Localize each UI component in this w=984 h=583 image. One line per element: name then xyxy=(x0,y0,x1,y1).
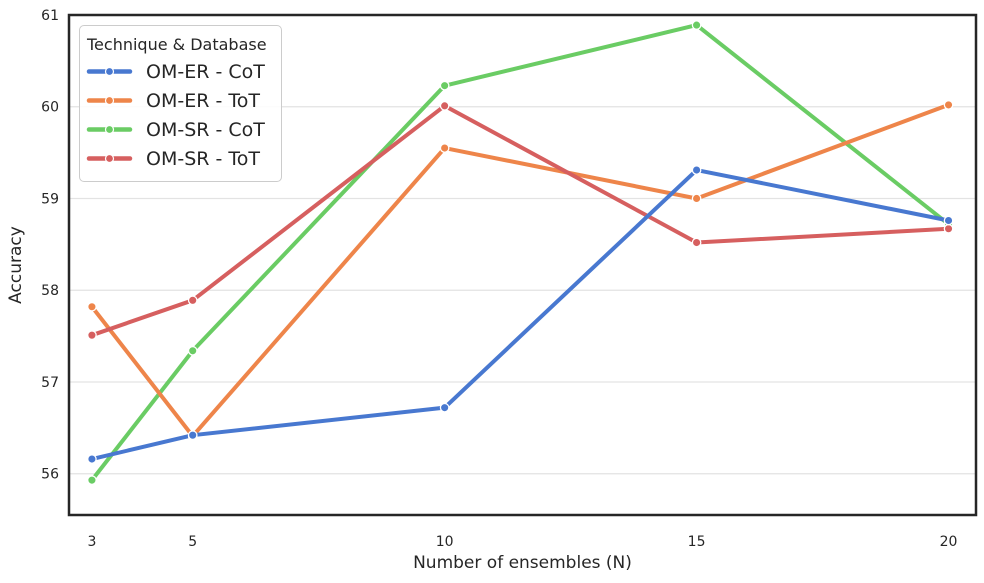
data-point-marker xyxy=(87,330,97,341)
series-line xyxy=(89,168,951,462)
data-point-marker xyxy=(187,430,198,441)
x-tick-label: 15 xyxy=(688,534,706,550)
legend-item: OM-SR - ToT xyxy=(85,144,269,173)
y-tick-label: 58 xyxy=(41,283,59,299)
y-tick-label: 61 xyxy=(41,8,59,24)
legend-item-label: OM-SR - CoT xyxy=(146,118,265,141)
y-tick-label: 57 xyxy=(41,375,59,391)
legend-item-label: OM-SR - ToT xyxy=(146,147,261,170)
legend-item-label: OM-ER - CoT xyxy=(146,60,265,83)
data-point-marker xyxy=(439,143,450,153)
data-point-marker xyxy=(87,301,97,312)
data-point-marker xyxy=(691,165,702,175)
data-point-marker xyxy=(439,402,450,413)
y-tick-label: 56 xyxy=(41,467,59,483)
legend-swatch-line-dot-icon xyxy=(86,95,133,106)
x-tick-label: 3 xyxy=(87,534,96,550)
legend-swatch-line-dot-icon xyxy=(86,153,133,164)
data-point-marker xyxy=(943,215,954,226)
legend-swatch-line-dot-icon xyxy=(86,66,133,77)
data-point-marker xyxy=(943,100,954,110)
data-point-marker xyxy=(691,193,702,204)
data-point-marker xyxy=(439,100,450,111)
y-tick-label: 59 xyxy=(41,191,59,207)
x-tick-label: 20 xyxy=(940,534,958,550)
legend-item: OM-ER - CoT xyxy=(85,57,269,86)
data-point-marker xyxy=(439,80,450,91)
data-point-marker xyxy=(87,475,97,485)
data-point-marker xyxy=(187,295,198,306)
x-tick-label: 10 xyxy=(436,534,454,550)
data-point-marker xyxy=(943,223,954,234)
x-tick-label: 5 xyxy=(188,534,197,550)
legend: Technique & Database OM-ER - CoT OM-ER -… xyxy=(79,25,282,182)
plot-frame xyxy=(67,13,978,517)
legend-title: Technique & Database xyxy=(87,35,267,54)
y-tick-label: 60 xyxy=(41,100,59,116)
legend-swatch-line-dot-icon xyxy=(86,124,133,135)
y-axis-label: Accuracy xyxy=(6,226,26,304)
data-point-marker xyxy=(187,345,198,356)
legend-item: OM-SR - CoT xyxy=(85,115,269,144)
legend-item: OM-ER - ToT xyxy=(85,86,269,115)
data-point-marker xyxy=(691,237,702,248)
data-point-marker xyxy=(87,454,97,464)
data-point-marker xyxy=(691,20,702,30)
legend-item-label: OM-ER - ToT xyxy=(146,89,260,112)
x-axis-label: Number of ensembles (N) xyxy=(413,553,632,573)
